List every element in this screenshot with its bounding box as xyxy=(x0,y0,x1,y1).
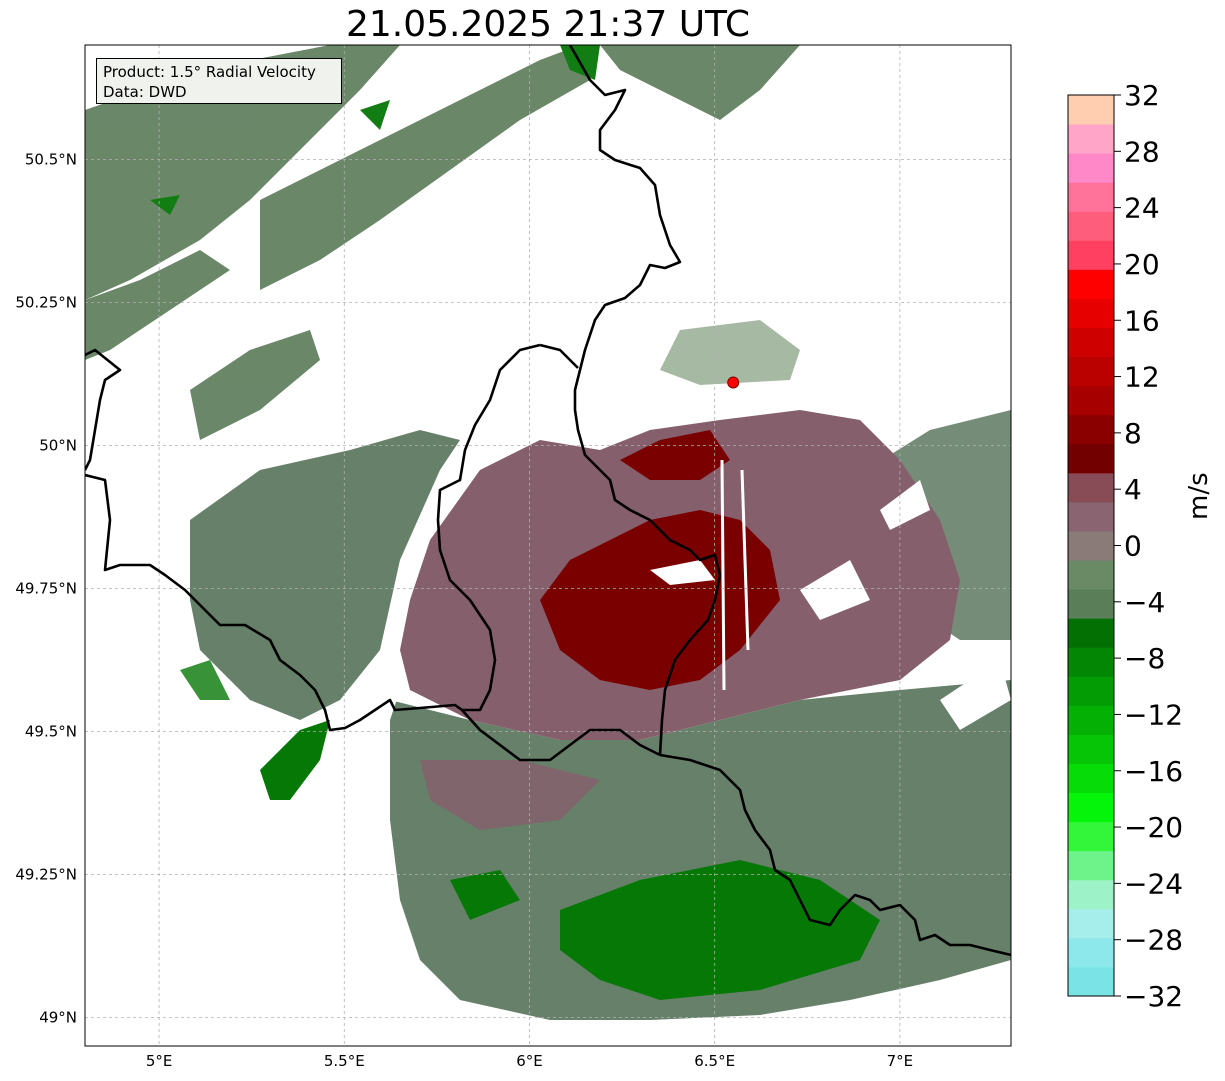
colorbar-segment xyxy=(1068,530,1114,561)
country-borders xyxy=(85,45,1011,957)
colorbar-segment xyxy=(1068,734,1114,764)
colorbar-segment xyxy=(1068,966,1114,997)
lon-tick-label: 6.5°E xyxy=(694,1052,735,1070)
lon-tick-label: 5°E xyxy=(146,1052,173,1070)
colorbar-tick-label: −24 xyxy=(1124,867,1183,900)
echo-south-green xyxy=(180,660,880,1000)
colorbar-segment xyxy=(1068,124,1114,154)
colorbar-segment xyxy=(1068,327,1114,358)
border-belgium-france xyxy=(85,348,463,732)
echo-radar-clutter xyxy=(660,320,800,385)
colorbar-tick-label: −16 xyxy=(1124,755,1183,788)
lon-tick-label: 5.5°E xyxy=(324,1052,365,1070)
lat-tick-label: 49°N xyxy=(39,1008,77,1026)
echo-gaps xyxy=(360,480,1011,730)
colorbar-segment xyxy=(1068,95,1114,125)
lat-tick-label: 49.25°N xyxy=(15,865,77,883)
lat-tick-label: 50.5°N xyxy=(25,150,77,168)
colorbar-segment xyxy=(1068,501,1114,532)
border-luxembourg xyxy=(436,343,661,762)
colorbar-segment xyxy=(1068,269,1114,299)
graticule xyxy=(85,45,1011,1046)
colorbar-tick-label: 8 xyxy=(1124,417,1142,450)
colorbar-tick-label: 32 xyxy=(1124,79,1160,112)
colorbar-tick-label: 24 xyxy=(1124,192,1160,225)
colorbar-tick-label: 28 xyxy=(1124,135,1160,168)
product-info-box: Product: 1.5° Radial Velocity Data: DWD xyxy=(96,58,342,104)
colorbar-tick-label: −20 xyxy=(1124,811,1183,844)
colorbar-segment xyxy=(1068,850,1114,881)
colorbar-segment xyxy=(1068,763,1114,794)
colorbar-tick-label: 16 xyxy=(1124,304,1160,337)
latitude-tick-labels: 50.5°N 50.25°N 50°N 49.75°N 49.5°N 49.25°N 49°… xyxy=(15,150,77,1026)
colorbar-segment xyxy=(1068,560,1114,590)
colorbar-segment xyxy=(1068,908,1114,939)
product-label: Product: 1.5° Radial Velocity xyxy=(103,63,316,81)
radar-echo-layer xyxy=(85,45,1011,1020)
colorbar-segment xyxy=(1068,676,1114,706)
border-france-germany xyxy=(659,753,1011,957)
colorbar-segment xyxy=(1068,589,1114,619)
colorbar-segment xyxy=(1068,618,1114,648)
colorbar-tick-label: 12 xyxy=(1124,361,1160,394)
colorbar-segment xyxy=(1068,879,1114,910)
colorbar-tick-label: −32 xyxy=(1124,980,1183,1013)
colorbar-tick-label: 0 xyxy=(1124,530,1142,563)
map-frame xyxy=(84,44,1012,1047)
radar-site-marker xyxy=(727,376,740,389)
data-source-label: Data: DWD xyxy=(103,83,187,101)
lat-tick-label: 49.5°N xyxy=(25,722,77,740)
lat-tick-label: 50.25°N xyxy=(15,293,77,311)
colorbar: 32 28 24 20 16 12 8 4 0 −4 −8 −12 −16 −20 −24 −28 −32 xyxy=(1067,79,1183,1013)
colorbar-segment xyxy=(1068,443,1114,474)
colorbar-tick-label: −12 xyxy=(1124,698,1183,731)
colorbar-segment xyxy=(1068,298,1114,329)
colorbar-segment xyxy=(1068,821,1114,852)
echo-radial-gaps xyxy=(720,459,750,691)
colorbar-segment xyxy=(1068,792,1114,823)
colorbar-segment xyxy=(1068,414,1114,445)
lon-tick-label: 6°E xyxy=(516,1052,543,1070)
echo-core-darkred xyxy=(540,430,780,690)
colorbar-tick-label: −8 xyxy=(1124,642,1165,675)
colorbar-segment xyxy=(1068,472,1114,503)
lat-tick-label: 49.75°N xyxy=(15,579,77,597)
colorbar-tick-label: −28 xyxy=(1124,924,1183,957)
longitude-tick-labels: 5°E 5.5°E 6°E 6.5°E 7°E xyxy=(146,1052,913,1070)
map-title: 21.05.2025 21:37 UTC xyxy=(345,4,751,45)
echo-northwest-bands xyxy=(85,45,800,440)
colorbar-segment xyxy=(1068,385,1114,416)
colorbar-segment xyxy=(1068,240,1114,270)
colorbar-segment xyxy=(1068,647,1114,677)
colorbar-tick-label: −4 xyxy=(1124,586,1165,619)
colorbar-unit-label: m/s xyxy=(1184,472,1214,520)
colorbar-segment xyxy=(1068,705,1114,735)
colorbar-segment xyxy=(1068,153,1114,183)
colorbar-segment xyxy=(1068,182,1114,212)
lat-tick-label: 50°N xyxy=(39,436,77,454)
colorbar-tick-label: 20 xyxy=(1124,248,1160,281)
lon-tick-label: 7°E xyxy=(887,1052,914,1070)
colorbar-segment xyxy=(1068,356,1114,387)
border-belgium-germany xyxy=(568,45,722,756)
colorbar-segment xyxy=(1068,211,1114,241)
colorbar-tick-label: 4 xyxy=(1124,473,1142,506)
colorbar-segment xyxy=(1068,937,1114,968)
